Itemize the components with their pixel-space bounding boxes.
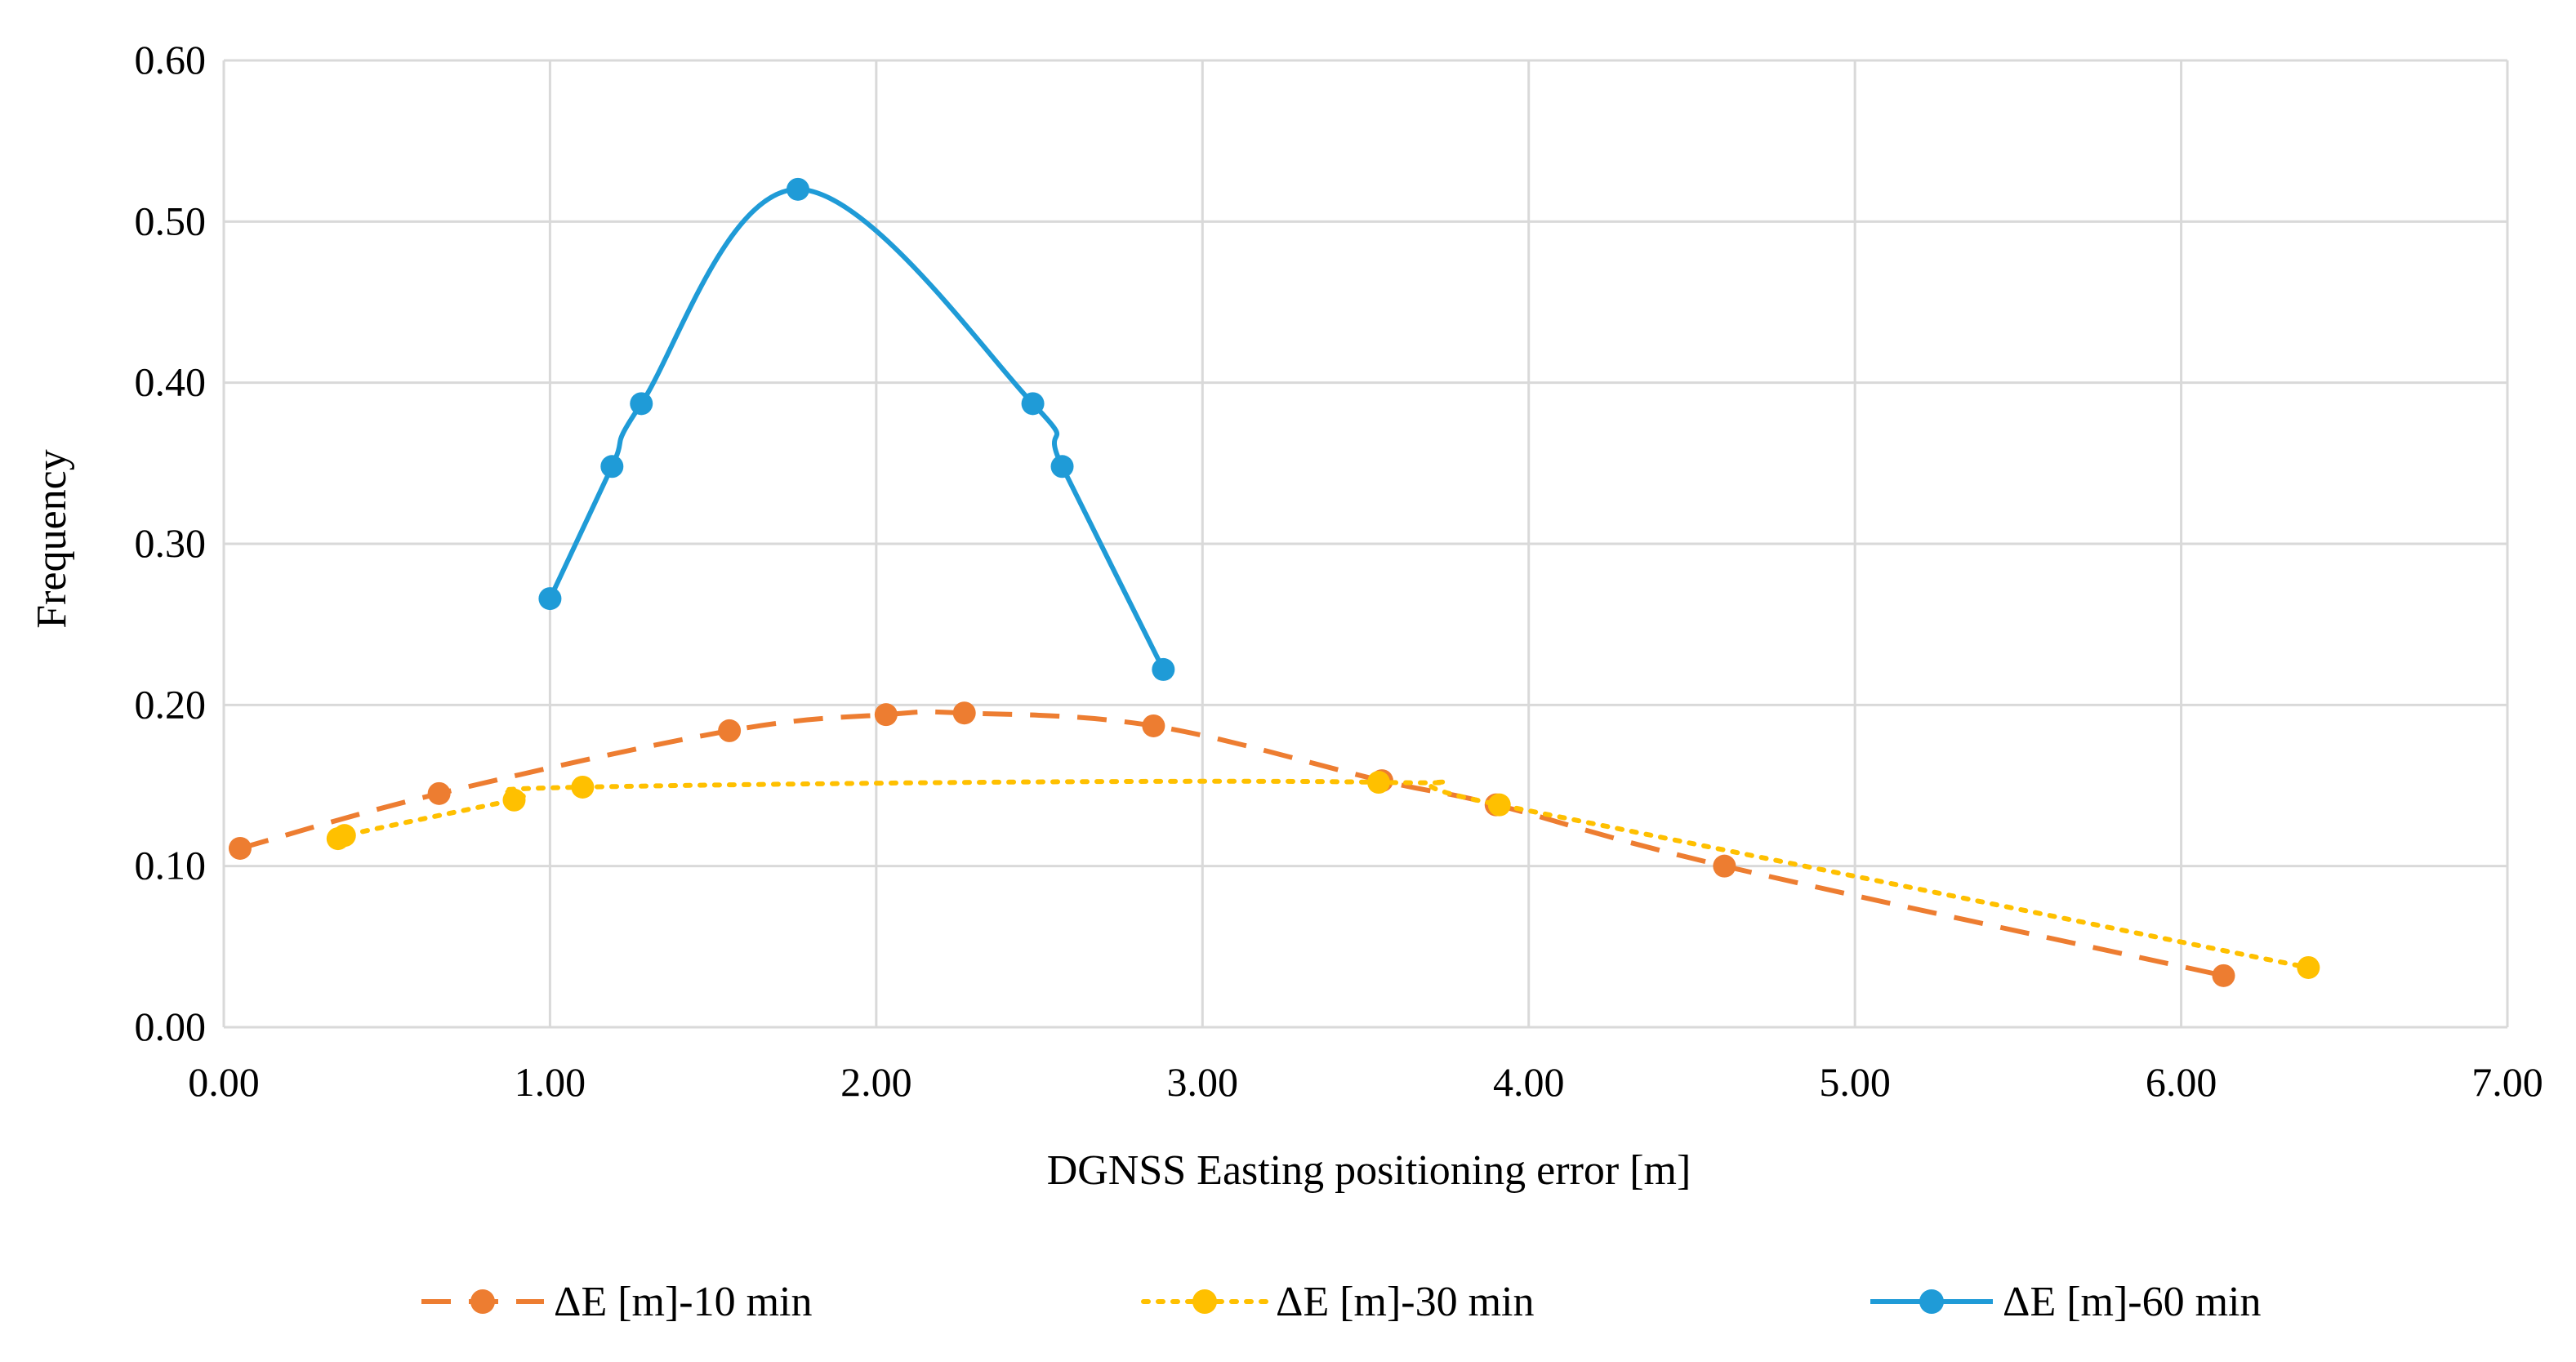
- series-2: [326, 771, 2320, 979]
- x-tick-label: 4.00: [1493, 1059, 1565, 1105]
- y-tick-label: 0.00: [135, 1004, 207, 1049]
- data-point: [1021, 392, 1045, 416]
- data-point: [228, 836, 252, 860]
- data-point: [1152, 657, 1175, 681]
- data-point: [1050, 455, 1074, 478]
- legend-item-1: ΔE [m]-10 min: [421, 1279, 813, 1325]
- data-point: [718, 719, 742, 742]
- x-tick-label: 7.00: [2471, 1059, 2543, 1105]
- y-tick-label: 0.30: [135, 520, 207, 566]
- y-tick-label: 0.20: [135, 681, 207, 727]
- data-point: [1142, 714, 1165, 737]
- x-axis-title: DGNSS Easting positioning error [m]: [1047, 1147, 1691, 1194]
- data-point: [1366, 771, 1390, 794]
- data-point: [427, 781, 451, 805]
- x-tick-label: 5.00: [1819, 1059, 1891, 1105]
- x-tick-label: 6.00: [2146, 1059, 2217, 1105]
- series-3: [538, 177, 1175, 681]
- data-point: [952, 701, 976, 725]
- series-line: [326, 778, 2311, 970]
- data-point: [502, 788, 526, 812]
- y-tick-label: 0.40: [135, 359, 207, 405]
- data-point: [600, 455, 624, 478]
- plot-series: [228, 177, 2320, 987]
- data-point: [630, 392, 653, 416]
- gridlines: [222, 59, 2509, 1029]
- x-tick-label: 1.00: [515, 1059, 586, 1105]
- legend-label: ΔE [m]-60 min: [2003, 1279, 2262, 1325]
- y-tick-label: 0.50: [135, 198, 207, 243]
- data-point: [874, 703, 898, 727]
- legend: ΔE [m]-10 min ΔE [m]-30 min ΔE [m]-60 min: [421, 1279, 2262, 1325]
- data-point: [2212, 964, 2235, 987]
- y-tick-label: 0.60: [135, 37, 207, 82]
- axis-ticks: 0.00 0.10 0.20 0.30 0.40 0.50 0.60 0.00 1.00 2.00…: [135, 37, 2543, 1105]
- data-point: [571, 775, 595, 799]
- data-point: [2297, 955, 2320, 979]
- y-axis-title: Frequency: [29, 449, 75, 628]
- legend-item-3: ΔE [m]-60 min: [1870, 1279, 2262, 1325]
- legend-label: ΔE [m]-30 min: [1276, 1279, 1535, 1325]
- y-tick-label: 0.10: [135, 843, 207, 888]
- data-point: [1713, 854, 1736, 878]
- legend-label: ΔE [m]-10 min: [554, 1279, 813, 1325]
- legend-marker: [470, 1289, 495, 1314]
- legend-item-2: ΔE [m]-30 min: [1141, 1279, 1535, 1325]
- data-point: [786, 177, 809, 201]
- x-tick-label: 3.00: [1167, 1059, 1239, 1105]
- data-point: [1487, 793, 1511, 817]
- legend-marker: [1192, 1289, 1217, 1314]
- x-tick-label: 2.00: [840, 1059, 912, 1105]
- x-tick-label: 0.00: [188, 1059, 260, 1105]
- legend-marker: [1919, 1289, 1944, 1314]
- data-point: [538, 587, 562, 611]
- data-point: [332, 824, 356, 848]
